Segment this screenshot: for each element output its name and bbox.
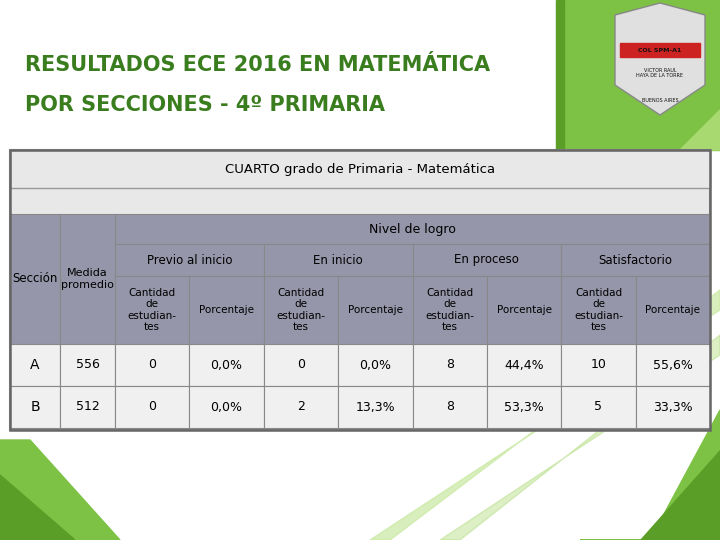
Text: 8: 8 (446, 359, 454, 372)
Bar (636, 344, 710, 386)
Polygon shape (370, 290, 720, 540)
Bar (413, 244, 562, 276)
Text: POR SECCIONES - 4º PRIMARIA: POR SECCIONES - 4º PRIMARIA (25, 95, 385, 115)
Text: Porcentaje: Porcentaje (645, 305, 701, 315)
Text: Cantidad
de
estudian-
tes: Cantidad de estudian- tes (426, 288, 474, 333)
Bar (10, 150, 710, 430)
Bar (10, 386, 60, 428)
Bar (338, 276, 413, 344)
Text: Previo al inicio: Previo al inicio (147, 253, 232, 267)
Polygon shape (580, 410, 720, 540)
Bar (115, 386, 189, 428)
Text: 10: 10 (590, 359, 606, 372)
Bar (487, 276, 562, 344)
Text: 44,4%: 44,4% (504, 359, 544, 372)
Text: Sección: Sección (12, 273, 58, 286)
Bar (556, 0, 564, 150)
Polygon shape (610, 110, 720, 150)
Bar (487, 386, 562, 428)
Bar (264, 244, 413, 276)
Text: CUARTO grado de Primaria - Matemática: CUARTO grado de Primaria - Matemática (225, 163, 495, 176)
Bar (189, 344, 264, 386)
Bar (115, 344, 189, 386)
Polygon shape (620, 43, 700, 57)
Bar (189, 276, 264, 344)
Bar (60, 344, 115, 386)
Bar (264, 276, 338, 344)
Polygon shape (440, 335, 720, 540)
Bar (189, 386, 264, 428)
Text: B: B (30, 400, 40, 414)
Polygon shape (0, 440, 120, 540)
Text: 0,0%: 0,0% (210, 359, 243, 372)
Bar (413, 344, 487, 386)
Bar (636, 276, 710, 344)
Text: Porcentaje: Porcentaje (199, 305, 254, 315)
Bar (115, 244, 264, 276)
Bar (264, 344, 338, 386)
Text: En proceso: En proceso (454, 253, 519, 267)
Bar (413, 276, 487, 344)
Text: Cantidad
de
estudian-
tes: Cantidad de estudian- tes (127, 288, 176, 333)
Text: 0,0%: 0,0% (359, 359, 391, 372)
Bar (413, 386, 487, 428)
Text: 5: 5 (595, 401, 603, 414)
Text: Medida
promedio: Medida promedio (61, 268, 114, 290)
Bar (338, 344, 413, 386)
Bar (10, 344, 60, 386)
Text: Porcentaje: Porcentaje (497, 305, 552, 315)
Bar (562, 244, 710, 276)
Bar (115, 276, 189, 344)
Text: 13,3%: 13,3% (356, 401, 395, 414)
Text: 55,6%: 55,6% (653, 359, 693, 372)
Polygon shape (615, 3, 705, 115)
Bar (10, 150, 710, 188)
Text: 8: 8 (446, 401, 454, 414)
Text: Satisfactorio: Satisfactorio (598, 253, 672, 267)
Text: 33,3%: 33,3% (653, 401, 693, 414)
Text: VICTOR RAUL
HAYA DE LA TORRE: VICTOR RAUL HAYA DE LA TORRE (636, 68, 683, 78)
Bar (636, 386, 710, 428)
Text: 0,0%: 0,0% (210, 401, 243, 414)
Text: A: A (30, 358, 40, 372)
Bar (0, 0, 720, 150)
Bar (338, 386, 413, 428)
Text: 2: 2 (297, 401, 305, 414)
Text: En inicio: En inicio (313, 253, 363, 267)
Text: Nivel de logro: Nivel de logro (369, 222, 456, 235)
Text: BUENOS AIRES: BUENOS AIRES (642, 98, 678, 103)
Bar (487, 344, 562, 386)
Polygon shape (0, 475, 75, 540)
Bar (60, 386, 115, 428)
Text: 53,3%: 53,3% (504, 401, 544, 414)
Text: 0: 0 (148, 401, 156, 414)
Bar (562, 276, 636, 344)
Text: 0: 0 (148, 359, 156, 372)
Text: Cantidad
de
estudian-
tes: Cantidad de estudian- tes (574, 288, 623, 333)
Bar (10, 214, 60, 344)
Polygon shape (560, 0, 720, 150)
Text: Porcentaje: Porcentaje (348, 305, 402, 315)
Text: RESULTADOS ECE 2016 EN MATEMÁTICA: RESULTADOS ECE 2016 EN MATEMÁTICA (25, 55, 490, 75)
Polygon shape (640, 450, 720, 540)
Bar (60, 214, 115, 344)
Bar (10, 150, 710, 430)
Bar (115, 214, 710, 244)
Bar (562, 344, 636, 386)
Bar (264, 386, 338, 428)
Bar (562, 386, 636, 428)
Text: Cantidad
de
estudian-
tes: Cantidad de estudian- tes (276, 288, 325, 333)
Text: 512: 512 (76, 401, 99, 414)
Text: 0: 0 (297, 359, 305, 372)
Text: COL SPM-A1: COL SPM-A1 (639, 48, 682, 52)
Text: 556: 556 (76, 359, 99, 372)
Bar (0, 430, 720, 540)
